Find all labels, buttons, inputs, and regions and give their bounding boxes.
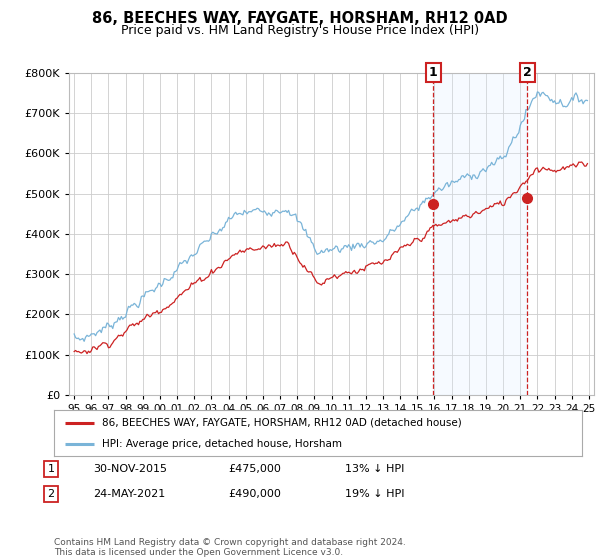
Text: 1: 1 [47, 464, 55, 474]
Text: £475,000: £475,000 [228, 464, 281, 474]
Text: 19% ↓ HPI: 19% ↓ HPI [345, 489, 404, 499]
Bar [433, 73, 527, 395]
Text: Price paid vs. HM Land Registry's House Price Index (HPI): Price paid vs. HM Land Registry's House … [121, 24, 479, 36]
Text: HPI: Average price, detached house, Horsham: HPI: Average price, detached house, Hors… [101, 439, 341, 449]
Text: 30-NOV-2015: 30-NOV-2015 [93, 464, 167, 474]
Text: 86, BEECHES WAY, FAYGATE, HORSHAM, RH12 0AD: 86, BEECHES WAY, FAYGATE, HORSHAM, RH12 … [92, 11, 508, 26]
Text: 13% ↓ HPI: 13% ↓ HPI [345, 464, 404, 474]
Text: 2: 2 [523, 66, 532, 80]
Text: 2: 2 [47, 489, 55, 499]
Text: £490,000: £490,000 [228, 489, 281, 499]
Text: 86, BEECHES WAY, FAYGATE, HORSHAM, RH12 0AD (detached house): 86, BEECHES WAY, FAYGATE, HORSHAM, RH12 … [101, 418, 461, 428]
Text: Contains HM Land Registry data © Crown copyright and database right 2024.
This d: Contains HM Land Registry data © Crown c… [54, 538, 406, 557]
Text: 24-MAY-2021: 24-MAY-2021 [93, 489, 165, 499]
Text: 1: 1 [428, 66, 437, 80]
